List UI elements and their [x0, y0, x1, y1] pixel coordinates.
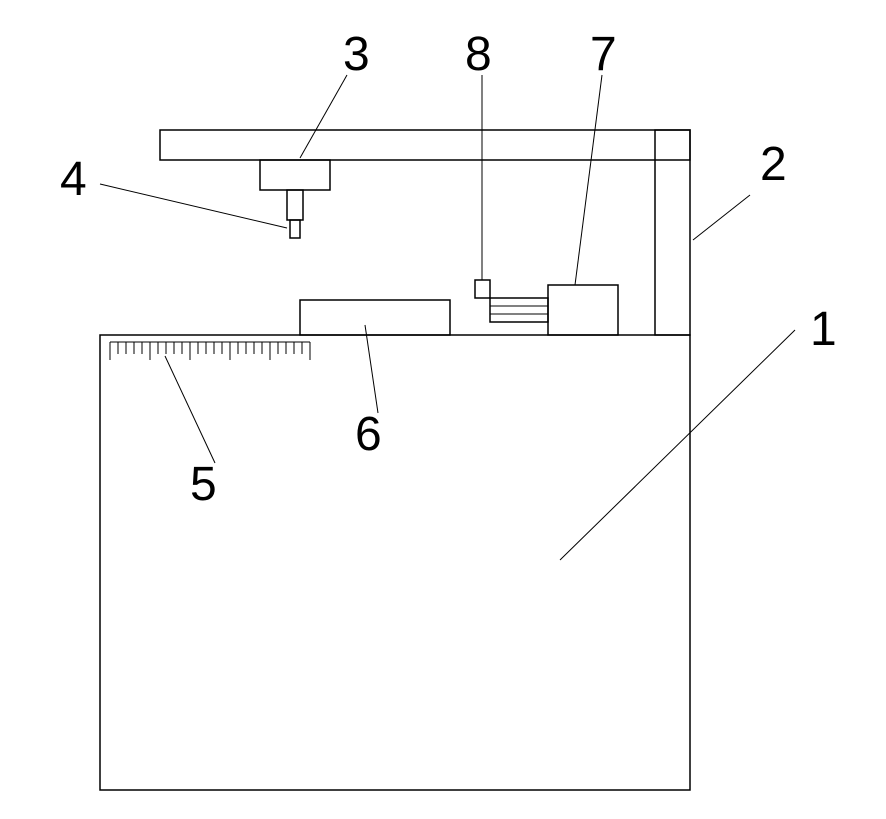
- leader-4: [100, 184, 287, 228]
- leader-3: [300, 75, 347, 158]
- label-4: 4: [60, 153, 87, 206]
- label-3: 3: [343, 28, 370, 81]
- leader-2: [693, 195, 750, 240]
- actuator-block: [548, 285, 618, 335]
- workpiece: [300, 300, 450, 335]
- sensor-block: [475, 280, 490, 298]
- label-7: 7: [590, 28, 617, 81]
- tool-tip: [290, 220, 300, 238]
- base-block: [100, 335, 690, 790]
- leader-1: [560, 330, 795, 560]
- spindle-body: [287, 190, 303, 220]
- label-6: 6: [355, 408, 382, 461]
- label-1: 1: [810, 303, 837, 356]
- piston-outer: [490, 298, 548, 322]
- label-5: 5: [190, 458, 217, 511]
- technical-drawing: 1 2 3 4 5 6 7 8: [0, 0, 886, 819]
- leader-5: [165, 356, 215, 463]
- frame-arm: [160, 130, 690, 160]
- label-8: 8: [465, 28, 492, 81]
- leader-7: [575, 75, 602, 285]
- label-2: 2: [760, 138, 787, 191]
- leader-6: [365, 325, 378, 413]
- spindle-carriage: [260, 160, 330, 190]
